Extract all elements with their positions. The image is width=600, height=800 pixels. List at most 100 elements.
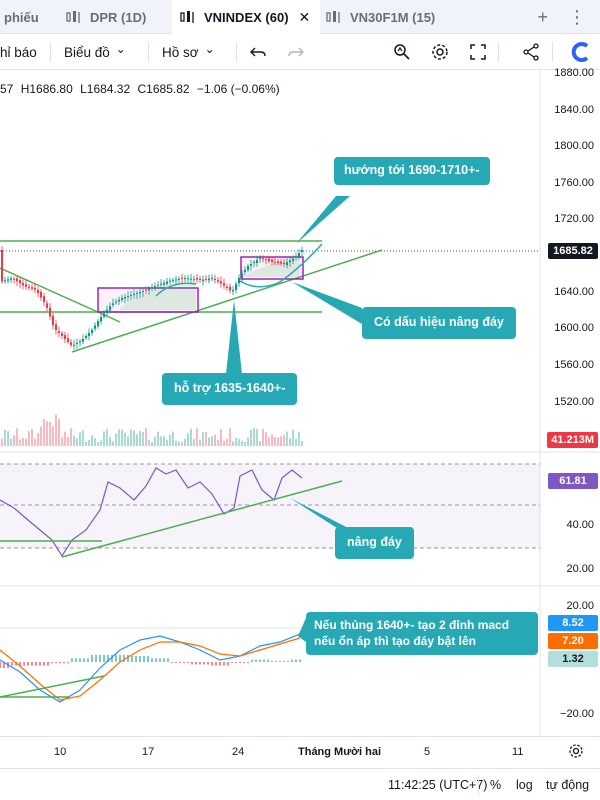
histogram-bar: [115, 654, 117, 662]
chart-menu[interactable]: Biểu đồ ⌄: [64, 34, 126, 70]
candle-body: [76, 343, 78, 344]
time-axis[interactable]: 10 17 24 Tháng Mười hai 5 11: [0, 736, 600, 766]
histogram-bar: [175, 662, 177, 663]
tabbar-actions: + ⋮: [537, 0, 600, 34]
plus-icon[interactable]: +: [537, 6, 548, 27]
volume-bar: [91, 435, 93, 446]
candle-body: [289, 260, 291, 263]
volume-bar: [133, 430, 135, 446]
volume-bar: [298, 431, 300, 446]
callout-pointer: [296, 196, 350, 244]
histogram-bar: [239, 662, 241, 663]
candle-body: [295, 256, 297, 258]
volume-bar: [250, 429, 252, 446]
histogram-bar: [43, 662, 45, 666]
undo-icon[interactable]: [245, 34, 271, 70]
volume-bar: [127, 436, 129, 446]
callout-target[interactable]: hướng tới 1690-1710+-: [334, 157, 490, 185]
close-icon[interactable]: ✕: [298, 8, 311, 25]
histogram-bar: [3, 662, 5, 668]
histogram-bar: [283, 660, 285, 662]
candle-body: [223, 283, 225, 286]
volume-bar: [157, 431, 159, 446]
alerts-label: hỉ báo: [0, 44, 37, 60]
volume-bar: [94, 437, 96, 446]
log-toggle[interactable]: log: [516, 778, 533, 792]
magnifier-icon[interactable]: [389, 34, 415, 70]
callout-pointer: [292, 282, 362, 324]
callout-macd-line2: nếu ổn áp thì tạo đáy bật lên: [314, 633, 477, 648]
histogram-bar: [143, 656, 145, 662]
histogram-value-badge: 1.32: [548, 651, 598, 667]
candle-body: [61, 333, 63, 336]
candle-body: [94, 325, 96, 329]
profile-menu[interactable]: Hồ sơ ⌄: [162, 34, 215, 70]
tab-phieu[interactable]: phiếu: [0, 0, 50, 34]
rsi-label: 20.00: [566, 563, 594, 575]
volume-bar: [181, 441, 183, 446]
volume-bar: [139, 431, 141, 446]
brand-logo-icon[interactable]: [566, 34, 596, 70]
share-icon[interactable]: [518, 34, 544, 70]
volume-bar: [16, 428, 18, 446]
candle-body: [73, 344, 75, 346]
callout-macd-note[interactable]: Nếu thủng 1640+- tạo 2 đỉnh macd nếu ổn …: [306, 612, 538, 656]
volume-bar: [241, 440, 243, 446]
volume-bar: [4, 429, 6, 446]
tab-vnindex[interactable]: VNINDEX (60) ✕: [172, 0, 320, 34]
candle-body: [271, 259, 273, 262]
volume-bar: [283, 434, 285, 446]
volume-bar: [118, 429, 120, 446]
chevron-down-icon: ⌄: [115, 42, 126, 56]
histogram-bar: [55, 662, 57, 664]
settings-gear-icon[interactable]: [568, 743, 584, 764]
volume-bar: [46, 421, 48, 446]
callout-support[interactable]: hỗ trợ 1635-1640+-: [162, 373, 298, 405]
volume-bar: [73, 435, 75, 446]
candle-body: [190, 278, 192, 280]
chart-canvas[interactable]: [0, 70, 600, 736]
volume-bar: [43, 418, 45, 446]
candle-body: [169, 280, 171, 282]
candle-body: [196, 278, 198, 280]
volume-bar: [289, 438, 291, 446]
volume-bar: [229, 428, 231, 446]
clock-timezone[interactable]: 11:42:25 (UTC+7): [388, 778, 488, 792]
histogram-bar: [67, 662, 69, 664]
tab-dpr[interactable]: DPR (1D): [62, 0, 172, 34]
volume-bar: [271, 434, 273, 446]
histogram-bar: [223, 662, 225, 666]
ohlc-low: L1684.32: [80, 82, 131, 96]
volume-bar: [37, 432, 39, 446]
candle-body: [124, 297, 126, 299]
volume-bar: [1, 438, 3, 446]
histogram-bar: [79, 658, 81, 662]
candle-body: [283, 262, 285, 264]
gear-icon[interactable]: [427, 34, 453, 70]
auto-scale-toggle[interactable]: tự động: [546, 778, 590, 792]
histogram-bar: [215, 662, 217, 666]
candle-body: [148, 288, 150, 291]
volume-bar: [109, 436, 111, 446]
callout-bottom-rising[interactable]: Có dấu hiệu nâng đáy: [362, 307, 516, 339]
callout-rsi-rising[interactable]: nâng đáy: [335, 527, 414, 559]
volume-bar: [268, 437, 270, 446]
volume-bar: [13, 435, 15, 446]
histogram-bar: [251, 659, 253, 662]
volume-bar: [235, 437, 237, 446]
volume-bar: [49, 421, 51, 446]
alerts-menu[interactable]: hỉ báo: [0, 34, 37, 70]
tab-vn30f1m[interactable]: VN30F1M (15): [322, 0, 452, 34]
volume-bar: [145, 428, 147, 446]
percent-toggle[interactable]: %: [490, 778, 502, 792]
histogram-bar: [179, 662, 181, 663]
volume-bar: [88, 439, 90, 446]
more-icon[interactable]: ⋮: [568, 6, 586, 27]
candle-body: [10, 278, 12, 280]
fullscreen-icon[interactable]: [465, 34, 491, 70]
histogram-bar: [195, 662, 197, 665]
redo-icon[interactable]: [283, 34, 309, 70]
candle-body: [70, 342, 72, 345]
histogram-bar: [231, 662, 233, 663]
volume-bar: [295, 438, 297, 446]
